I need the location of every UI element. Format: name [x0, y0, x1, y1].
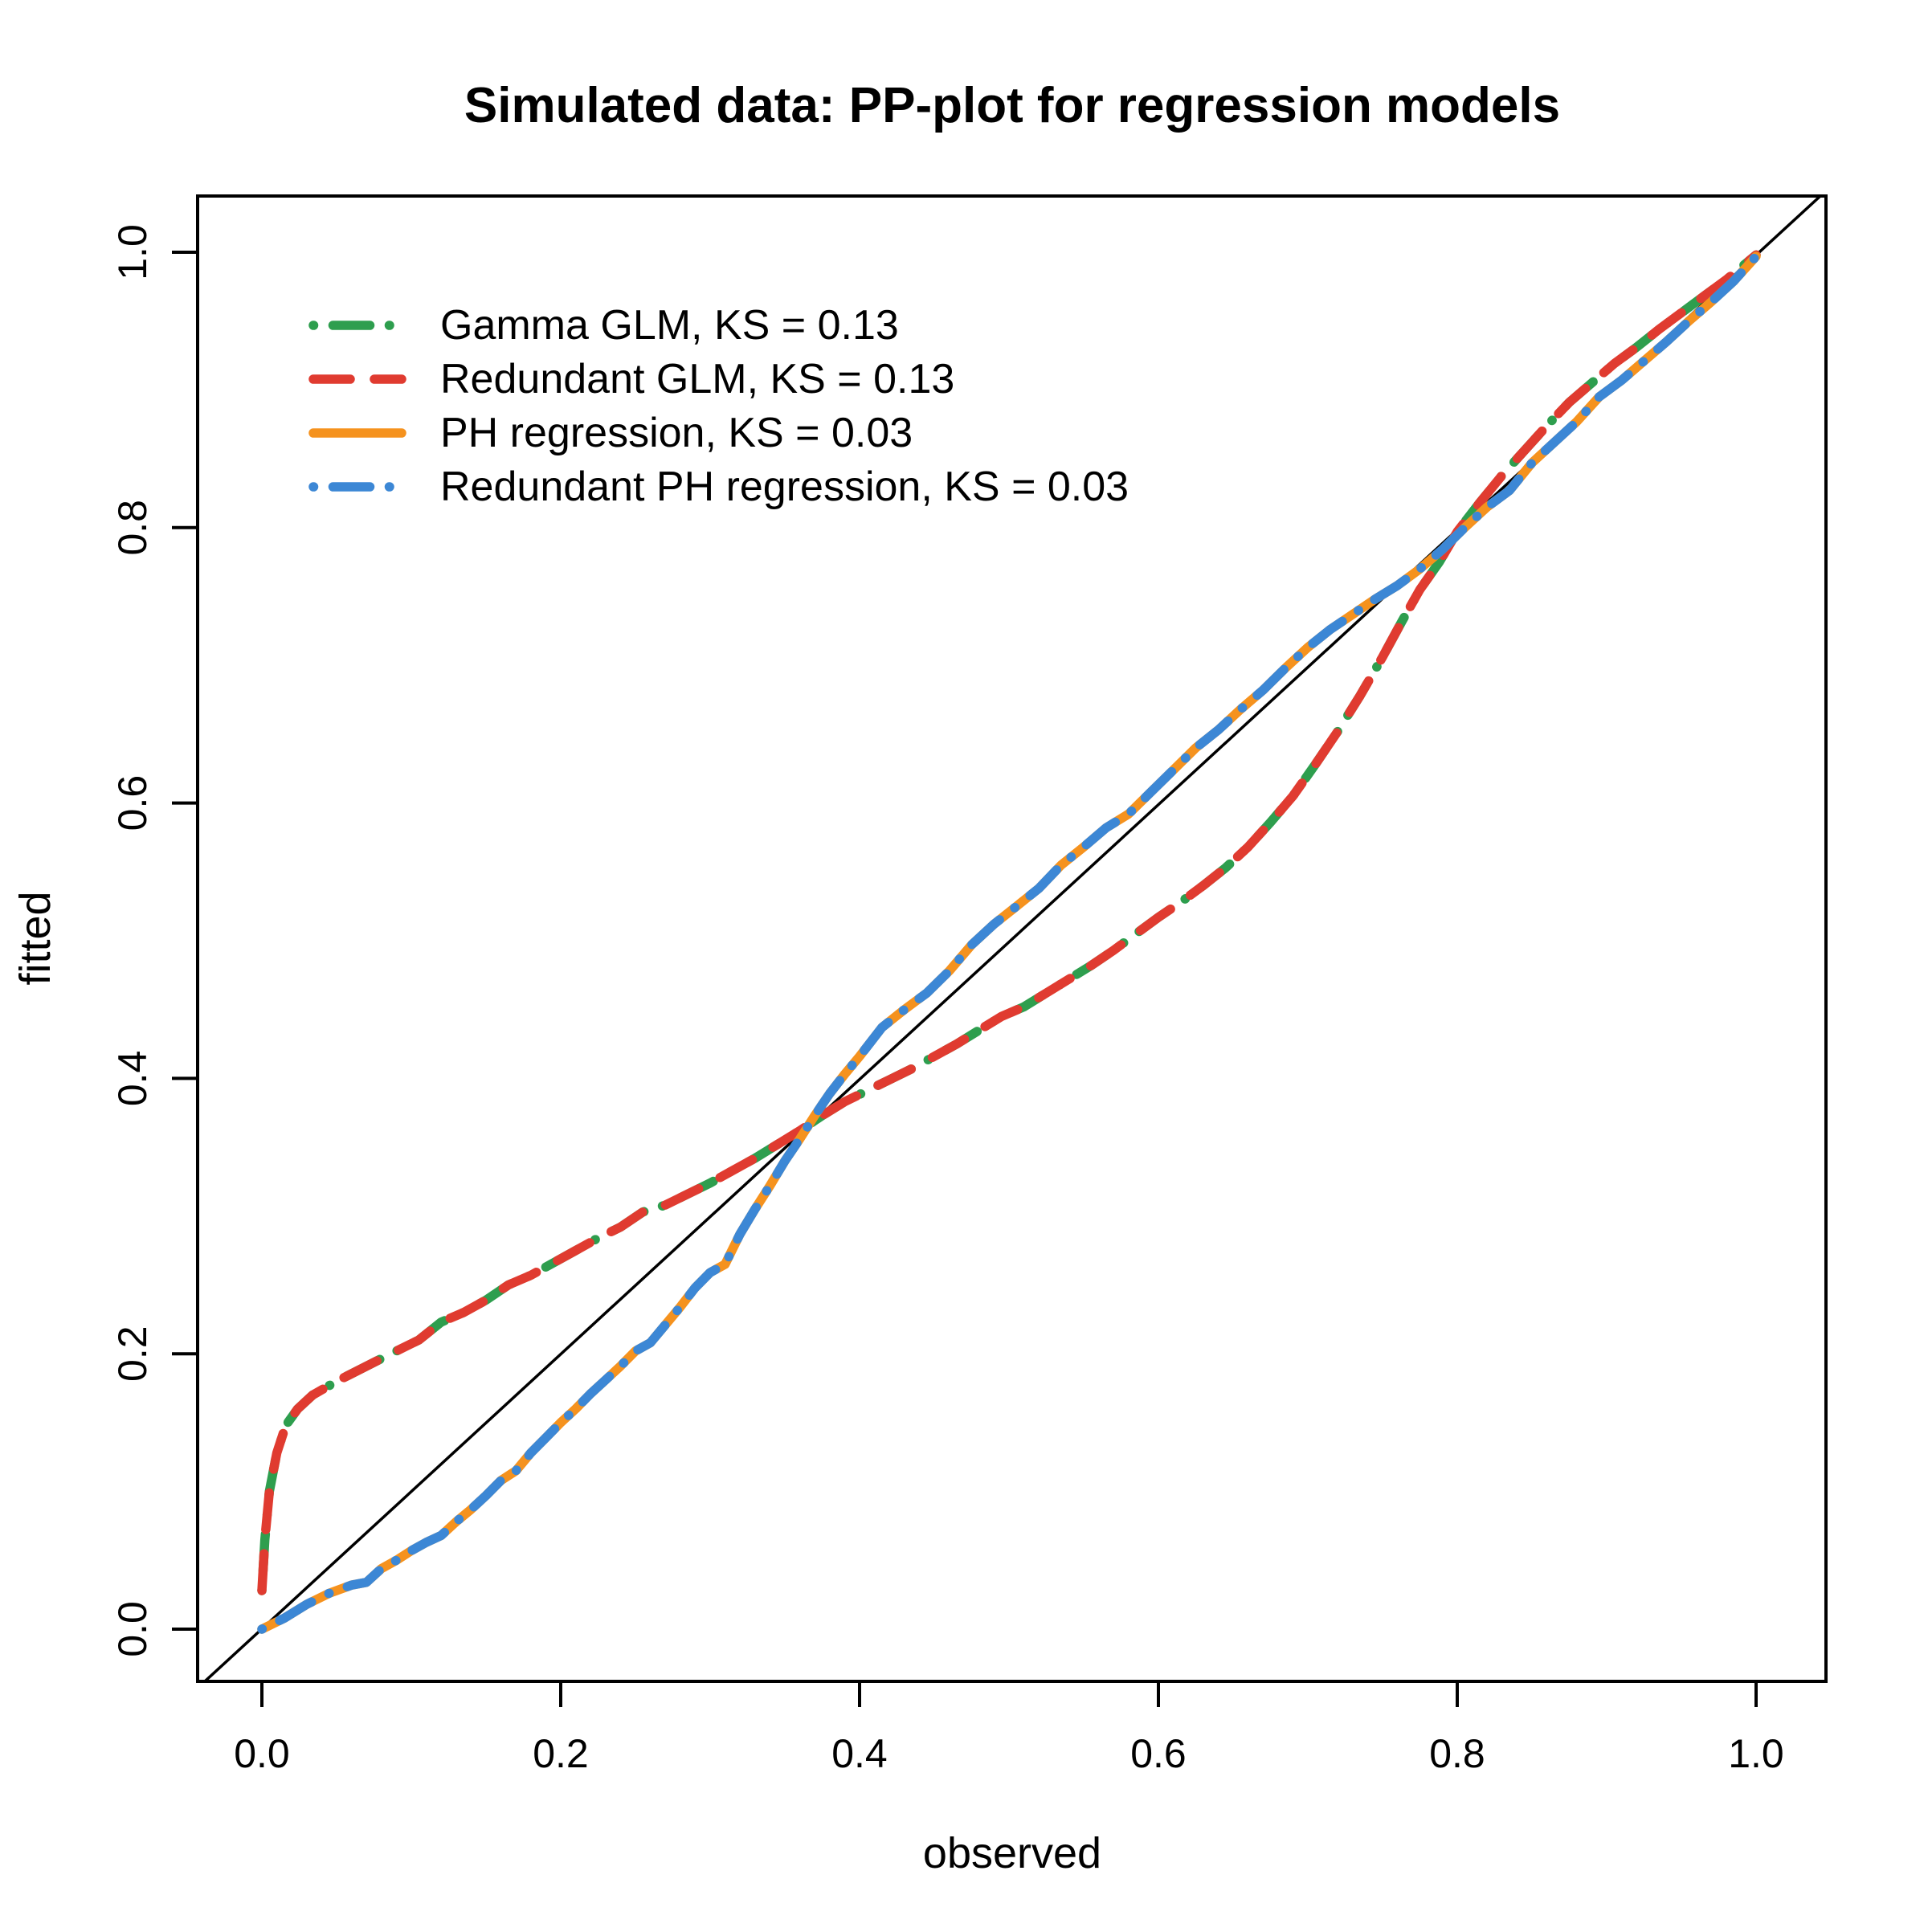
x-tick-label: 0.2 — [533, 1731, 589, 1776]
y-tick-label: 0.0 — [110, 1601, 155, 1657]
y-tick-label: 1.0 — [110, 224, 155, 280]
curves-group — [257, 250, 1761, 1634]
legend-item-ph-regression: PH regression, KS = 0.03 — [308, 410, 913, 456]
legend: Gamma GLM, KS = 0.13 Redundant GLM, KS = … — [308, 302, 1129, 510]
x-tick-label: 0.0 — [234, 1731, 290, 1776]
y-tick-label: 0.4 — [110, 1051, 155, 1107]
x-axis-label: observed — [923, 1829, 1101, 1877]
plot-title: Simulated data: PP-plot for regression m… — [464, 78, 1560, 133]
plot-box — [196, 194, 1828, 1683]
legend-item-label: Gamma GLM, KS = 0.13 — [440, 302, 899, 349]
legend-item-label: Redundant PH regression, KS = 0.03 — [440, 464, 1129, 510]
y-tick-label: 0.6 — [110, 775, 155, 831]
legend-item-label: PH regression, KS = 0.03 — [440, 410, 913, 456]
x-tick-label: 0.8 — [1429, 1731, 1485, 1776]
legend-item-redundant-glm: Redundant GLM, KS = 0.13 — [308, 356, 954, 402]
curve-redundant-glm — [257, 250, 1761, 1595]
axis-ticks: 0.0 0.2 0.4 0.6 0.8 1.0 0.0 0.2 0.4 0.6 0.8 1.0 — [110, 224, 1784, 1776]
legend-item-label: Redundant GLM, KS = 0.13 — [440, 356, 954, 402]
x-tick-label: 1.0 — [1728, 1731, 1784, 1776]
curve-redundant-ph-regression — [257, 251, 1761, 1634]
y-axis-label: fitted — [11, 891, 59, 985]
legend-item-redundant-ph-regression: Redundant PH regression, KS = 0.03 — [308, 464, 1129, 510]
x-tick-label: 0.6 — [1130, 1731, 1187, 1776]
legend-item-gamma-glm: Gamma GLM, KS = 0.13 — [308, 302, 899, 349]
y-tick-label: 0.8 — [110, 500, 155, 556]
x-tick-label: 0.4 — [831, 1731, 888, 1776]
y-tick-label: 0.2 — [110, 1325, 155, 1382]
